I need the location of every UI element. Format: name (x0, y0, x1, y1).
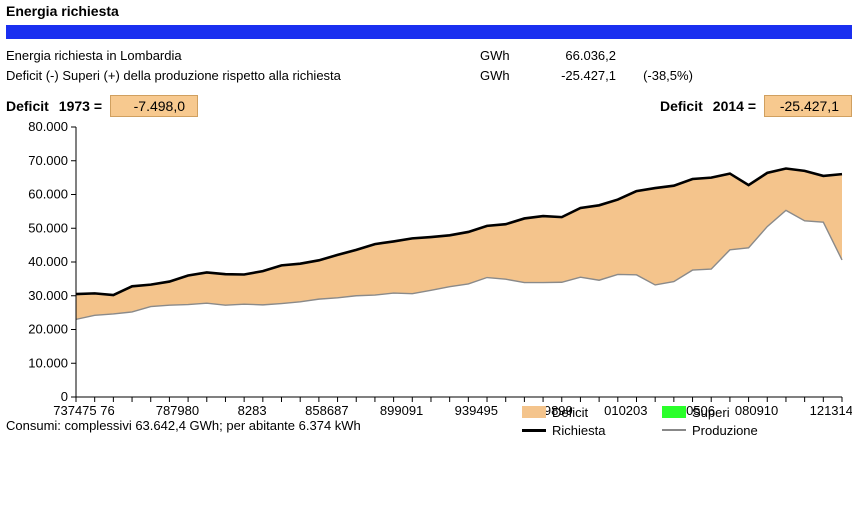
svg-text:8283: 8283 (238, 403, 267, 418)
header-bar (6, 25, 852, 39)
chart-area: 0 10.000 20.000 30.000 40.000 50.000 60.000 70.… (6, 121, 852, 441)
svg-text:939495: 939495 (455, 403, 498, 418)
info-label: Energia richiesta in Lombardia (6, 48, 480, 63)
svg-text:30.000: 30.000 (28, 288, 68, 303)
page-title: Energia richiesta (0, 0, 858, 23)
legend-item-richiesta: Richiesta (522, 421, 662, 439)
info-unit: GWh (480, 48, 526, 63)
deficit-right-value: -25.427,1 (764, 95, 852, 117)
deficit-left-label: Deficit (6, 98, 49, 114)
deficit-row: Deficit 1973 = -7.498,0 Deficit 2014 = -… (0, 87, 858, 121)
info-row: Energia richiesta in Lombardia GWh 66.03… (6, 45, 852, 65)
legend-item-produzione: Produzione (662, 421, 802, 439)
svg-text:858687: 858687 (305, 403, 348, 418)
deficit-right-year: 2014 = (713, 98, 756, 114)
deficit-left-value: -7.498,0 (110, 95, 198, 117)
legend-label: Superi (692, 405, 730, 420)
legend: Deficit Superi Richiesta Produzione (522, 403, 812, 439)
footnote: Consumi: complessivi 63.642,4 GWh; per a… (6, 418, 361, 433)
svg-text:787980: 787980 (156, 403, 199, 418)
legend-swatch-richiesta (522, 424, 546, 436)
legend-item-superi: Superi (662, 403, 802, 421)
svg-text:50.000: 50.000 (28, 220, 68, 235)
info-value: -25.427,1 (526, 68, 616, 83)
svg-text:121314: 121314 (810, 403, 852, 418)
svg-text:40.000: 40.000 (28, 254, 68, 269)
svg-text:737475 76: 737475 76 (53, 403, 114, 418)
deficit-right-label: Deficit (660, 98, 703, 114)
deficit-left-year: 1973 = (59, 98, 102, 114)
legend-swatch-superi (662, 406, 686, 418)
info-block: Energia richiesta in Lombardia GWh 66.03… (0, 45, 858, 87)
info-value: 66.036,2 (526, 48, 616, 63)
legend-label: Produzione (692, 423, 758, 438)
svg-text:70.000: 70.000 (28, 153, 68, 168)
svg-text:20.000: 20.000 (28, 322, 68, 337)
legend-swatch-deficit (522, 406, 546, 418)
info-row: Deficit (-) Superi (+) della produzione … (6, 65, 852, 85)
info-label: Deficit (-) Superi (+) della produzione … (6, 68, 480, 83)
svg-text:10.000: 10.000 (28, 355, 68, 370)
svg-text:899091: 899091 (380, 403, 423, 418)
info-pct: (-38,5%) (616, 68, 708, 83)
svg-text:0: 0 (61, 389, 68, 404)
legend-label: Richiesta (552, 423, 605, 438)
legend-item-deficit: Deficit (522, 403, 662, 421)
legend-label: Deficit (552, 405, 588, 420)
svg-text:80.000: 80.000 (28, 121, 68, 134)
info-unit: GWh (480, 68, 526, 83)
energy-chart: 0 10.000 20.000 30.000 40.000 50.000 60.000 70.… (6, 121, 852, 441)
legend-swatch-produzione (662, 424, 686, 436)
svg-text:60.000: 60.000 (28, 187, 68, 202)
